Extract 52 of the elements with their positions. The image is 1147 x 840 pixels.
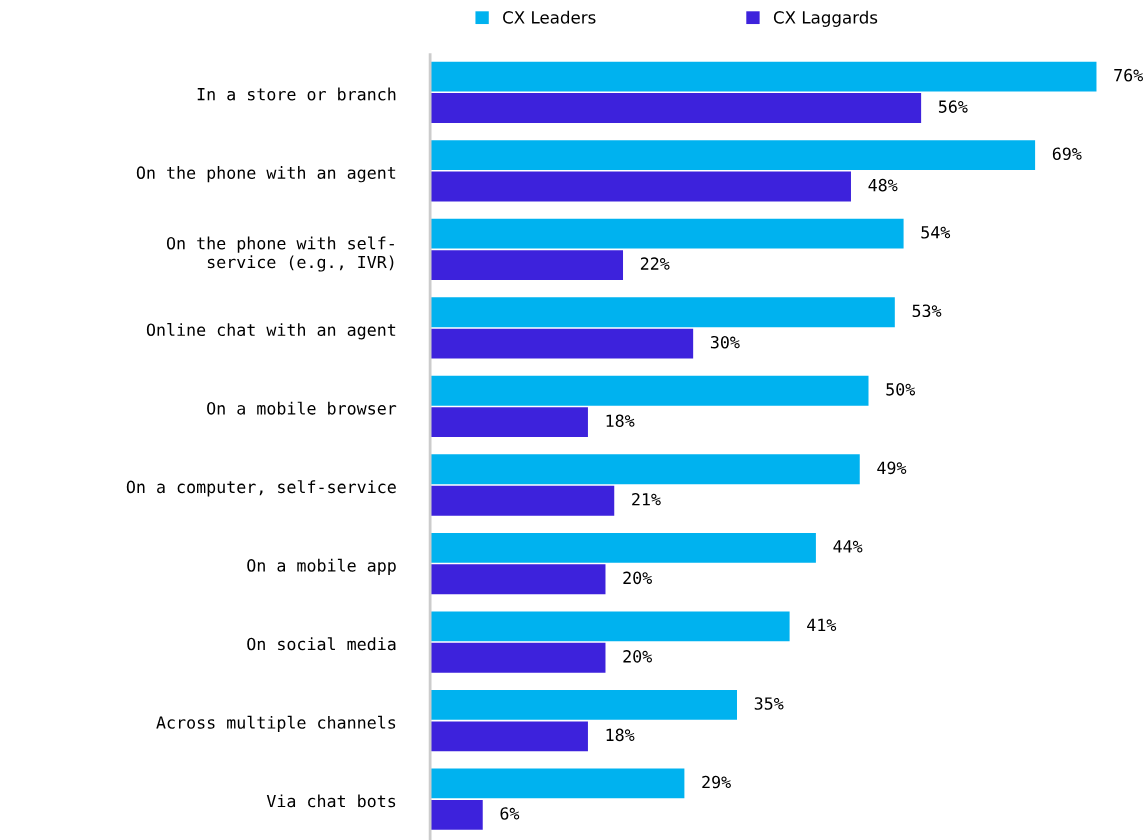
- data-label: 18%: [606, 728, 635, 742]
- bar: [430, 564, 606, 595]
- data-label: 50%: [886, 383, 916, 396]
- data-label: 6%: [500, 807, 520, 820]
- data-label: 56%: [938, 100, 968, 113]
- y-tick-label: Across multiple channels: [156, 715, 396, 733]
- bar: [430, 61, 1097, 92]
- bar: [430, 799, 483, 830]
- bar: [430, 250, 624, 281]
- y-tick-label: In a store or branch: [197, 87, 396, 101]
- legend-label: CX Laggards: [773, 10, 878, 27]
- bar: [430, 611, 790, 642]
- data-label: 54%: [921, 226, 951, 239]
- bar: [430, 407, 588, 438]
- bar: [430, 140, 1036, 171]
- y-tick-label: On social media: [247, 637, 396, 651]
- bar: [430, 721, 588, 752]
- data-label: 48%: [868, 178, 898, 192]
- y-tick-label: Via chat bots: [266, 794, 396, 808]
- data-label: 53%: [912, 304, 942, 318]
- bar: [430, 689, 737, 720]
- y-tick-label: On a computer, self-service: [126, 480, 396, 497]
- bar: [430, 532, 816, 563]
- data-label: 21%: [632, 492, 661, 506]
- bar: [430, 328, 694, 359]
- data-label: 18%: [606, 414, 635, 428]
- y-tick-label: Online chat with an agent: [146, 323, 396, 340]
- data-label: 69%: [1052, 147, 1082, 161]
- data-label: 22%: [640, 257, 670, 270]
- data-label: 41%: [807, 618, 837, 632]
- bar: [430, 171, 851, 202]
- y-tick-label: On a mobile browser: [207, 401, 397, 415]
- bar: [430, 93, 922, 123]
- data-label: 76%: [1114, 68, 1143, 82]
- legend-label: CX Leaders: [503, 10, 596, 24]
- bar: [430, 642, 606, 673]
- data-label: 20%: [623, 571, 652, 585]
- bar: [430, 297, 895, 328]
- bar: [430, 218, 904, 249]
- bar: [430, 375, 869, 406]
- data-label: 20%: [623, 650, 652, 663]
- y-tick-label: On the phone with self- service (e.g., IVR): [166, 236, 394, 272]
- bar: [430, 768, 685, 799]
- data-label: 49%: [877, 461, 907, 475]
- bar: [430, 454, 860, 485]
- data-label: 44%: [833, 540, 863, 553]
- data-label: 29%: [702, 775, 731, 789]
- data-label: 30%: [710, 335, 740, 349]
- y-tick-label: On the phone with an agent: [136, 166, 396, 183]
- y-tick-label: On a mobile app: [247, 558, 396, 575]
- bar: [430, 485, 615, 516]
- data-label: 35%: [754, 697, 784, 710]
